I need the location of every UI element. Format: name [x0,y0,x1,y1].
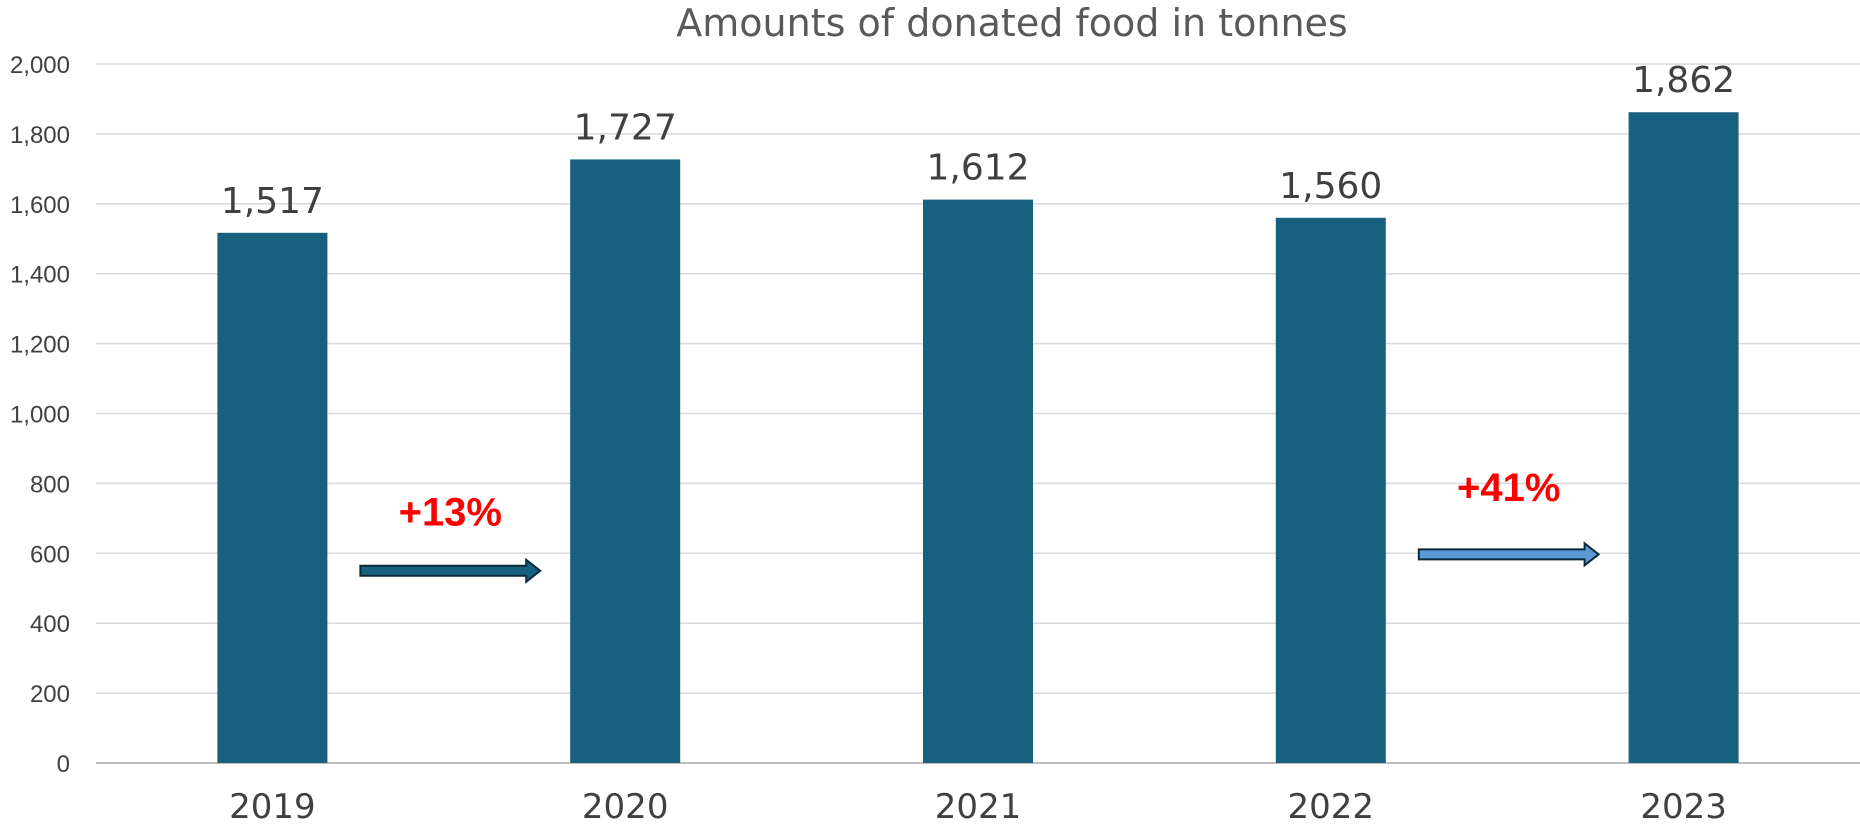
y-tick-label: 800 [30,471,70,498]
x-tick-label: 2021 [935,787,1022,827]
change-annotation: +41% [1457,466,1560,510]
y-tick-label: 600 [30,541,70,568]
data-labels: 1,517 1,727 1,612 1,560 1,862 [221,60,1735,222]
change-annotation: +13% [399,490,502,534]
bar [1275,217,1386,763]
y-tick-label: 0 [57,751,70,778]
x-tick-label: 2020 [582,787,669,827]
bar [923,199,1033,763]
y-tick-label: 1,800 [10,122,70,149]
data-label: 1,612 [926,148,1029,189]
y-tick-label: 400 [30,611,70,638]
bars [217,112,1739,764]
x-tick-label: 2019 [229,787,316,827]
y-tick-label: 2,000 [10,52,70,79]
arrow-icon [359,557,542,584]
annotations: +13% +41% [359,466,1601,584]
data-label: 1,560 [1279,166,1382,207]
arrow-icon [1417,541,1601,568]
y-tick-label: 1,200 [10,332,70,359]
bar [1628,112,1739,763]
y-tick-label: 1,000 [10,402,70,429]
x-axis-ticks: 2019 2020 2021 2022 2023 [229,787,1727,827]
data-label: 1,517 [221,181,324,222]
x-tick-label: 2022 [1288,787,1375,827]
data-label: 1,862 [1632,60,1735,101]
bar [570,159,681,763]
x-tick-label: 2023 [1640,787,1727,827]
y-axis-ticks: 0 200 400 600 800 1,000 1,200 1,400 1,600 1,800 2,… [10,52,70,778]
y-tick-label: 200 [30,681,70,708]
bar [217,232,328,764]
y-tick-label: 1,600 [10,192,70,219]
data-label: 1,727 [574,107,677,148]
y-tick-label: 1,400 [10,262,70,289]
chart-title: Amounts of donated food in tonnes [676,1,1347,45]
